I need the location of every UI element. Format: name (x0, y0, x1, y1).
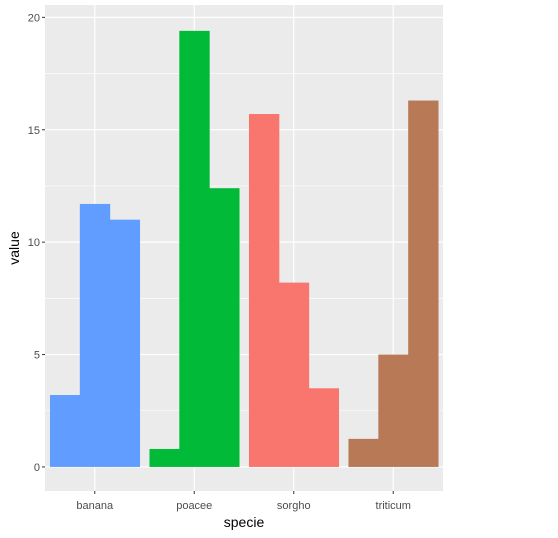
x-tick-label: sorgho (277, 500, 311, 512)
x-tick-label: triticum (376, 500, 411, 512)
y-tick-label: 15 (28, 125, 40, 137)
bar-poacee-2 (179, 30, 210, 467)
x-axis: banana poacee sorgho triticum (76, 491, 411, 512)
bars (49, 30, 439, 467)
bar-triticum-3 (408, 100, 439, 467)
bar-sorgho-1 (248, 114, 280, 467)
bar-triticum-2 (378, 354, 409, 467)
x-tick-label: poacee (176, 500, 212, 512)
x-axis-title: specie (224, 514, 265, 530)
bar-banana-3 (109, 219, 141, 467)
y-tick-label: 10 (28, 237, 40, 249)
y-tick-label: 5 (34, 350, 40, 362)
y-axis: 0 5 10 15 20 (28, 12, 45, 474)
y-axis-title: value (6, 231, 22, 265)
bar-sorgho-3 (308, 388, 340, 467)
bar-banana-2 (79, 203, 111, 467)
y-tick-label: 0 (34, 462, 40, 474)
y-tick-label: 20 (28, 12, 40, 24)
bar-banana-1 (49, 395, 81, 467)
bar-poacee-1 (149, 448, 180, 467)
bar-sorgho-2 (278, 282, 310, 467)
x-tick-label: banana (76, 500, 114, 512)
bar-poacee-3 (209, 188, 240, 467)
bar-triticum-1 (348, 438, 379, 467)
